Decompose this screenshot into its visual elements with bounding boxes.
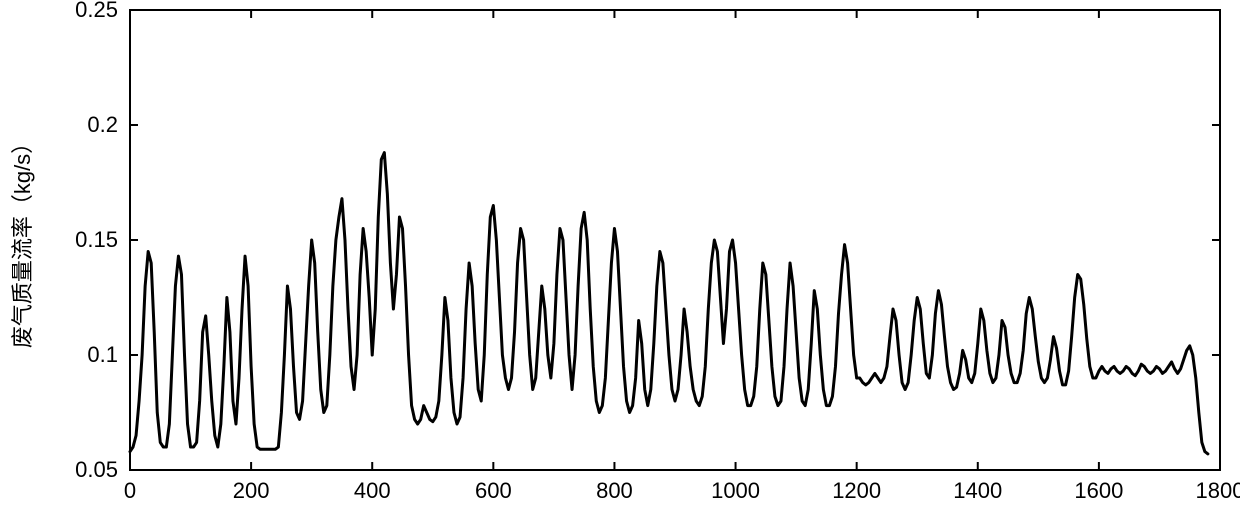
xtick-label: 1200 [832, 478, 881, 503]
xtick-label: 1400 [953, 478, 1002, 503]
xtick-label: 1600 [1074, 478, 1123, 503]
chart-container: 020040060080010001200140016001800 0.050.… [0, 0, 1240, 521]
ytick-label: 0.2 [87, 112, 118, 137]
xtick-label: 600 [475, 478, 512, 503]
xtick-label: 800 [596, 478, 633, 503]
xtick-label: 200 [233, 478, 270, 503]
xtick-label: 1000 [711, 478, 760, 503]
ytick-label: 0.05 [75, 457, 118, 482]
chart-svg: 020040060080010001200140016001800 0.050.… [0, 0, 1240, 521]
xtick-label: 1800 [1196, 478, 1240, 503]
series-line [130, 153, 1208, 454]
ytick-label: 0.15 [75, 227, 118, 252]
xtick-label: 0 [124, 478, 136, 503]
yticks: 0.05 0.1 0.15 0.2 0.25 [75, 0, 1220, 482]
ytick-label: 0.25 [75, 0, 118, 22]
y-axis-label: 废气质量流率（kg/s） [10, 132, 35, 348]
ytick-label: 0.1 [87, 342, 118, 367]
xticks: 0 200 400 600 800 1000 1200 1400 1600 1800 [124, 10, 1240, 503]
xtick-label: 400 [354, 478, 391, 503]
